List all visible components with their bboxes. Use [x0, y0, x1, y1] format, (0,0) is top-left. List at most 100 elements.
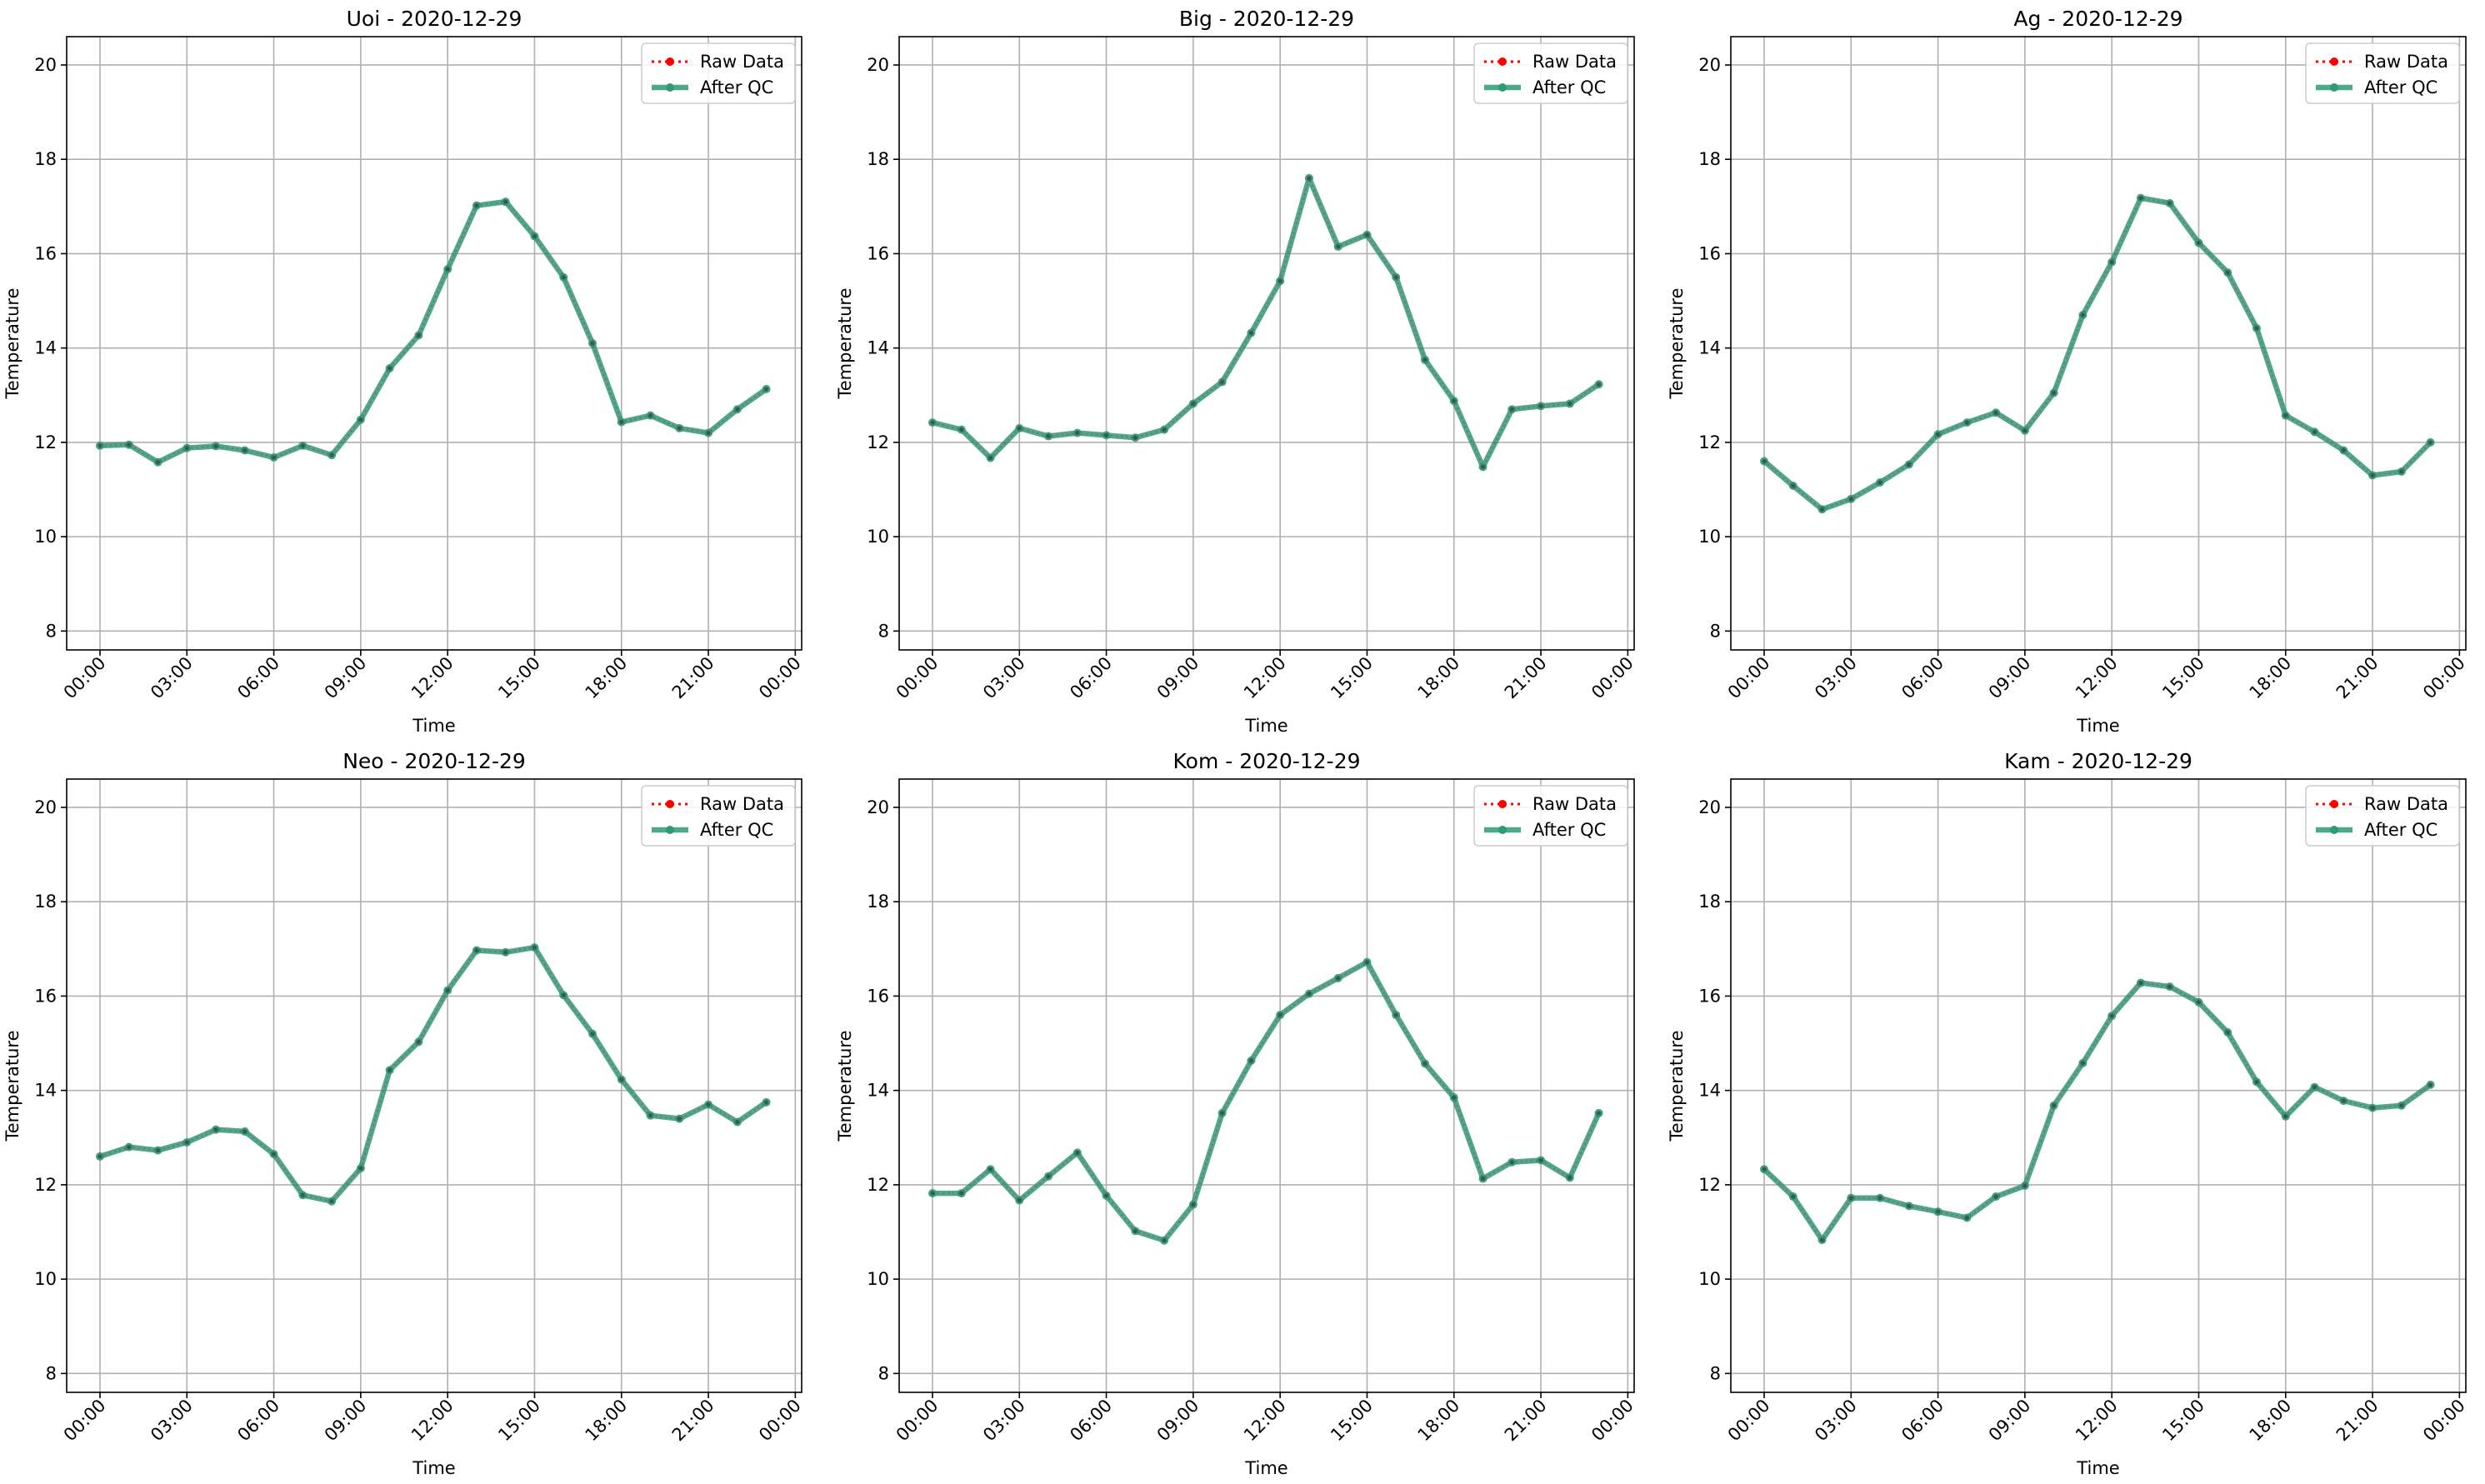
data-point-raw-data — [2341, 1098, 2346, 1103]
data-point-raw-data — [763, 387, 769, 392]
x-axis-label: Time — [2076, 1458, 2119, 1478]
x-tick-label: 00:00 — [892, 1396, 942, 1446]
x-axis-label: Time — [412, 1458, 455, 1478]
y-tick-label: 12 — [1698, 1175, 1721, 1195]
x-tick-label: 06:00 — [1898, 1396, 1948, 1446]
x-tick-label: 03:00 — [1811, 1396, 1861, 1446]
data-point-raw-data — [1596, 1111, 1602, 1116]
data-point-raw-data — [735, 407, 740, 412]
legend-label-after-qc: After QC — [1532, 77, 1606, 97]
x-tick-label: 00:00 — [60, 653, 110, 703]
data-point-raw-data — [1509, 407, 1514, 412]
data-point-raw-data — [1422, 357, 1428, 362]
data-point-raw-data — [1220, 1111, 1225, 1116]
data-point-raw-data — [242, 1129, 248, 1134]
data-point-raw-data — [1762, 1167, 1767, 1172]
y-tick-label: 14 — [867, 338, 889, 358]
y-tick-label: 12 — [1698, 432, 1721, 452]
y-tick-label: 12 — [34, 432, 57, 452]
x-tick-label: 06:00 — [233, 653, 283, 703]
axes-frame — [66, 778, 802, 1393]
data-point-raw-data — [532, 945, 538, 950]
data-point-raw-data — [590, 341, 595, 346]
series-raw-data — [1762, 196, 2433, 512]
data-point-raw-data — [1568, 1175, 1572, 1180]
data-point-raw-data — [1878, 480, 1882, 485]
data-point-raw-data — [1364, 960, 1370, 965]
data-point-raw-data — [127, 442, 132, 447]
legend-marker-after-qc — [1498, 83, 1507, 92]
y-tick-label: 10 — [867, 527, 889, 547]
x-axis-label: Time — [412, 716, 455, 736]
series-after-qc — [928, 957, 1603, 1245]
data-point-raw-data — [2283, 413, 2288, 418]
data-point-raw-data — [300, 443, 305, 448]
data-point-raw-data — [1393, 1012, 1398, 1017]
x-tick-label: 18:00 — [2246, 1396, 2296, 1446]
y-tick-label: 8 — [1710, 621, 1721, 641]
series-line-raw-data — [1763, 982, 2432, 1242]
data-point-raw-data — [329, 452, 334, 457]
legend-marker-after-qc — [666, 83, 674, 92]
data-point-raw-data — [2109, 1013, 2114, 1018]
y-tick-label: 16 — [1698, 986, 1721, 1006]
x-tick-label: 21:00 — [2332, 1396, 2382, 1446]
data-point-raw-data — [1162, 427, 1167, 432]
data-point-raw-data — [677, 1117, 682, 1122]
legend: Raw Data After QC — [641, 42, 796, 104]
data-point-raw-data — [2283, 1114, 2288, 1119]
x-tick-label: 21:00 — [668, 653, 718, 703]
series-after-qc — [1759, 193, 2435, 514]
x-tick-label: 18:00 — [582, 1396, 632, 1446]
subplot-title: Neo - 2020-12-29 — [342, 749, 526, 773]
data-point-raw-data — [1993, 1194, 1998, 1199]
data-point-raw-data — [1452, 1095, 1457, 1100]
data-point-raw-data — [648, 413, 653, 418]
data-point-raw-data — [1248, 1058, 1254, 1063]
data-point-raw-data — [930, 420, 935, 425]
subplot-title: Kam - 2020-12-29 — [2004, 749, 2192, 773]
data-point-raw-data — [1046, 433, 1051, 439]
x-tick-label: 06:00 — [1898, 653, 1948, 703]
data-point-raw-data — [1848, 497, 1853, 502]
x-tick-label: 18:00 — [1414, 653, 1464, 703]
data-point-raw-data — [1393, 275, 1398, 280]
data-point-raw-data — [2168, 984, 2172, 989]
data-point-raw-data — [2080, 312, 2086, 317]
axes-frame — [898, 36, 1635, 651]
data-point-raw-data — [2312, 429, 2318, 435]
data-point-raw-data — [1336, 976, 1341, 981]
series-line-after-qc — [98, 944, 768, 1204]
data-point-raw-data — [1819, 507, 1825, 512]
data-point-raw-data — [1452, 398, 1457, 403]
legend-marker-after-qc — [666, 826, 674, 834]
data-point-raw-data — [1220, 379, 1225, 385]
data-point-raw-data — [532, 233, 538, 239]
y-tick-label: 14 — [34, 1081, 57, 1101]
data-point-raw-data — [2022, 1183, 2028, 1188]
x-tick-label: 21:00 — [1501, 653, 1551, 703]
subplot-title: Kom - 2020-12-29 — [1173, 749, 1361, 773]
data-point-raw-data — [590, 1032, 595, 1037]
y-tick-label: 10 — [867, 1269, 889, 1289]
x-tick-label: 09:00 — [321, 653, 371, 703]
data-point-raw-data — [2225, 270, 2230, 275]
data-point-raw-data — [2428, 440, 2433, 445]
x-tick-label: 21:00 — [1501, 1396, 1551, 1446]
data-point-raw-data — [358, 417, 363, 422]
data-point-raw-data — [1935, 432, 1941, 437]
data-point-raw-data — [416, 1039, 422, 1044]
data-point-raw-data — [300, 1192, 305, 1197]
data-point-raw-data — [445, 267, 450, 272]
data-point-raw-data — [1422, 1061, 1428, 1066]
data-point-raw-data — [184, 446, 189, 451]
legend: Raw Data After QC — [641, 785, 796, 847]
series-raw-data — [930, 175, 1602, 469]
x-tick-label: 12:00 — [2072, 653, 2122, 703]
grid — [1731, 779, 2466, 1392]
y-tick-label: 12 — [34, 1175, 57, 1195]
y-tick-label: 18 — [34, 892, 57, 912]
data-point-raw-data — [1538, 1157, 1543, 1163]
data-point-raw-data — [1907, 462, 1912, 467]
grid — [67, 779, 802, 1392]
